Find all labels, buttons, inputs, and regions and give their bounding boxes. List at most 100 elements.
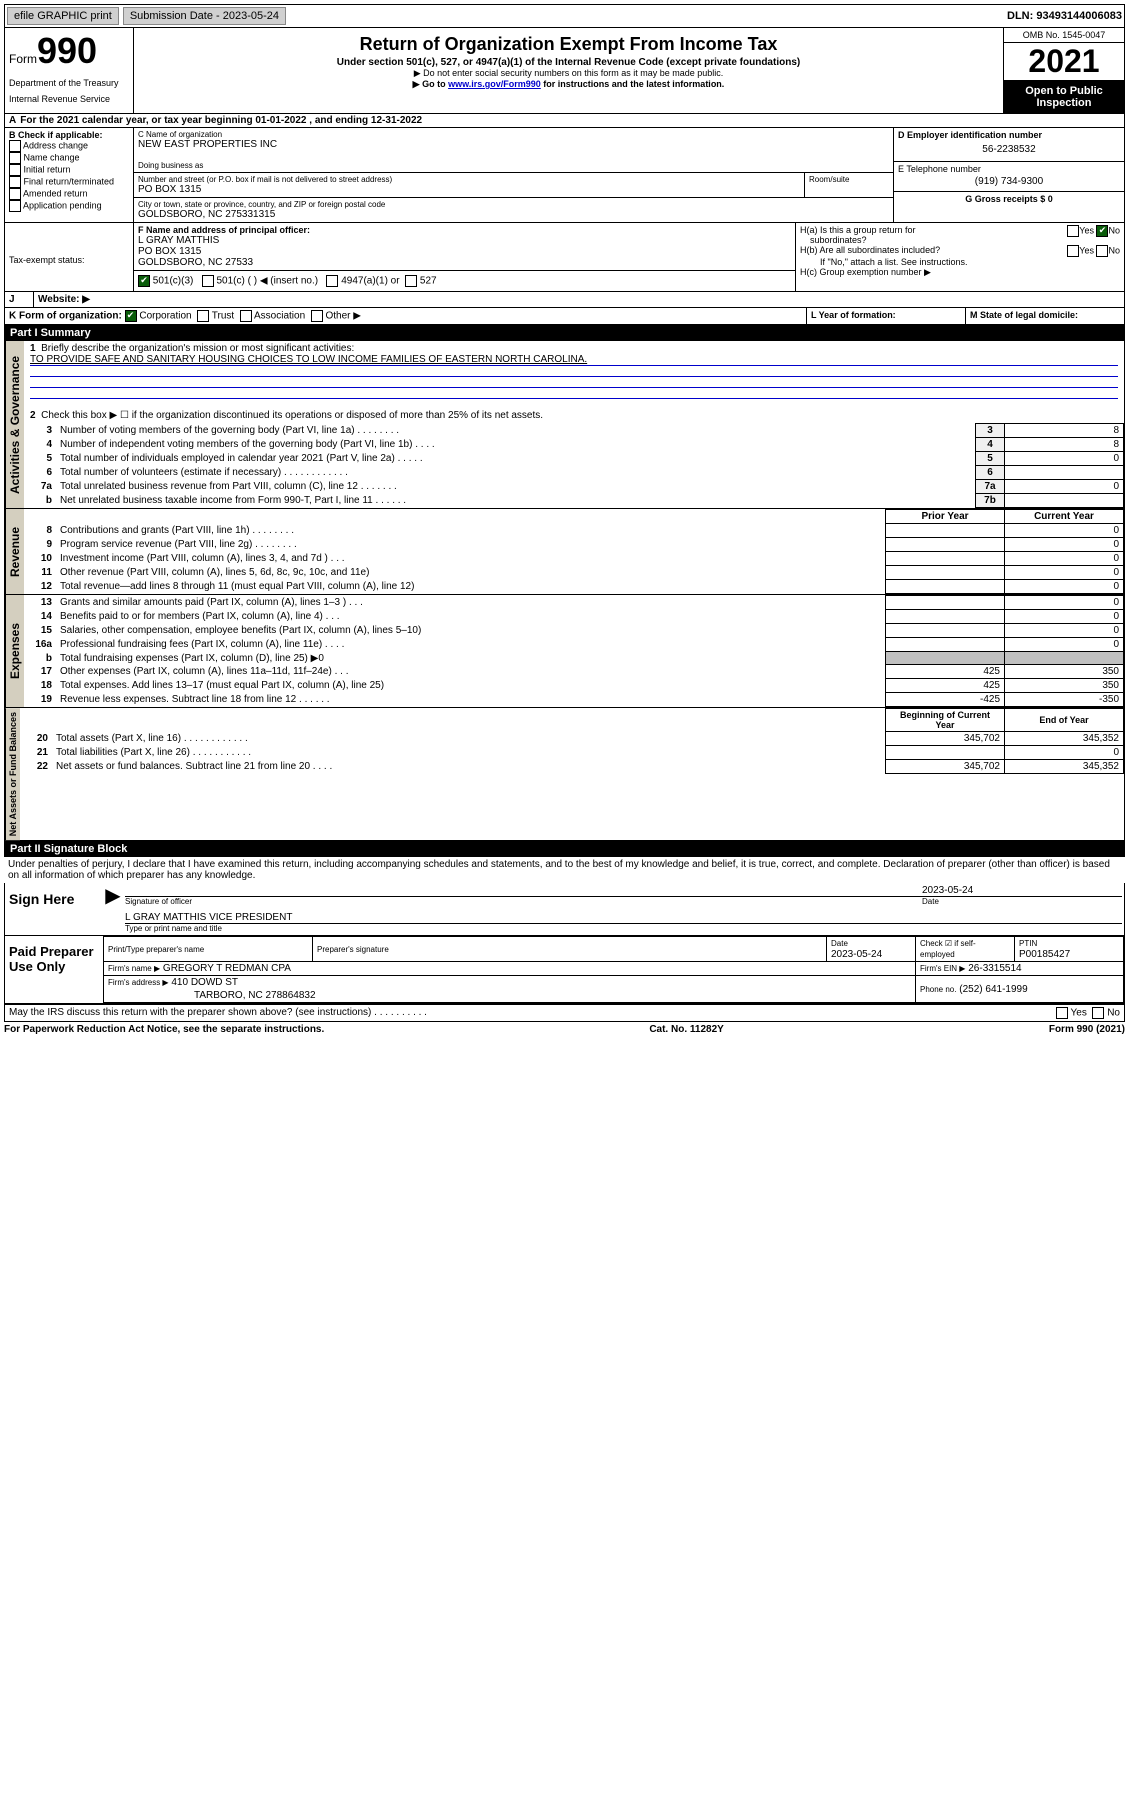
no-1: No xyxy=(1108,225,1120,235)
q1: Briefly describe the organization's miss… xyxy=(41,343,354,354)
b-opt-2: Initial return xyxy=(24,164,71,174)
assets-table: Beginning of Current Year End of Year20 … xyxy=(20,708,1124,774)
f-label: F Name and address of principal officer: xyxy=(138,225,791,235)
p-h2: Preparer's signature xyxy=(317,945,389,954)
phone-value: (919) 734-9300 xyxy=(898,174,1120,189)
addr-value: PO BOX 1315 xyxy=(138,184,800,195)
hb-label: H(b) Are all subordinates included? xyxy=(800,245,1067,257)
g-label: G Gross receipts $ 0 xyxy=(898,194,1120,204)
footer-right: Form 990 (2021) xyxy=(1049,1024,1125,1035)
b-opt-3: Final return/terminated xyxy=(24,176,115,186)
firm-name-label: Firm's name ▶ xyxy=(108,964,160,973)
sidebar-expenses: Expenses xyxy=(5,595,24,707)
yes-2: Yes xyxy=(1079,245,1094,255)
room-label: Room/suite xyxy=(809,175,889,184)
submission-date-button[interactable]: Submission Date - 2023-05-24 xyxy=(123,7,286,25)
no-2: No xyxy=(1108,245,1120,255)
i-o2: 501(c) ( ) ◀ (insert no.) xyxy=(216,276,318,287)
k-label: K Form of organization: xyxy=(9,311,122,322)
f-line1: L GRAY MATTHIS xyxy=(138,235,791,246)
hb-note: If "No," attach a list. See instructions… xyxy=(800,257,1120,267)
ha-label2: subordinates? xyxy=(810,235,867,245)
b-opt-0: Address change xyxy=(23,140,88,150)
footer-left: For Paperwork Reduction Act Notice, see … xyxy=(4,1024,324,1035)
note2-post: for instructions and the latest informat… xyxy=(541,79,725,89)
footer-mid: Cat. No. 11282Y xyxy=(649,1024,723,1035)
form-title: Return of Organization Exempt From Incom… xyxy=(138,34,999,55)
period-text: For the 2021 calendar year, or tax year … xyxy=(20,115,422,126)
p-h3v: 2023-05-24 xyxy=(831,949,882,960)
e-label: E Telephone number xyxy=(898,164,1120,174)
part-ii-header: Part II Signature Block xyxy=(4,841,1125,857)
firm-name: GREGORY T REDMAN CPA xyxy=(163,963,291,974)
firm-phone: (252) 641-1999 xyxy=(959,984,1027,995)
sidebar-governance: Activities & Governance xyxy=(5,341,24,508)
top-bar: efile GRAPHIC print Submission Date - 20… xyxy=(4,4,1125,28)
i-label: Tax-exempt status: xyxy=(9,255,129,265)
fh-row: Tax-exempt status: F Name and address of… xyxy=(4,223,1125,292)
p-h3: Date xyxy=(831,939,848,948)
mission-text: TO PROVIDE SAFE AND SANITARY HOUSING CHO… xyxy=(30,354,1118,366)
efile-print-button[interactable]: efile GRAPHIC print xyxy=(7,7,119,25)
form-word: Form xyxy=(9,52,37,66)
f-line3: GOLDSBORO, NC 27533 xyxy=(138,257,791,268)
i-o3: 4947(a)(1) or xyxy=(341,276,399,287)
tax-year: 2021 xyxy=(1004,43,1124,81)
hc-label: H(c) Group exemption number ▶ xyxy=(800,267,1120,278)
may-irs-row: May the IRS discuss this return with the… xyxy=(4,1005,1125,1022)
revenue-table: Prior Year Current Year8 Contributions a… xyxy=(24,509,1124,594)
j-label: Website: ▶ xyxy=(34,292,1124,307)
yes-3: Yes xyxy=(1071,1008,1087,1019)
section-b: B Check if applicable: Address change Na… xyxy=(5,128,134,222)
expenses-table: 13 Grants and similar amounts paid (Part… xyxy=(24,595,1124,707)
chk-501c3: ✔ xyxy=(138,275,150,287)
city-value: GOLDSBORO, NC 275331315 xyxy=(138,209,889,220)
bcdeg-row: B Check if applicable: Address change Na… xyxy=(4,128,1125,223)
section-h: H(a) Is this a group return for subordin… xyxy=(796,223,1124,291)
expenses-block: Expenses 13 Grants and similar amounts p… xyxy=(4,595,1125,708)
b-opt-5: Application pending xyxy=(23,200,102,210)
addr-label: Number and street (or P.O. box if mail i… xyxy=(138,175,800,184)
footer: For Paperwork Reduction Act Notice, see … xyxy=(4,1022,1125,1037)
name-title-label: Type or print name and title xyxy=(125,924,1122,933)
dept-label: Department of the Treasury xyxy=(9,78,129,88)
klm-row: K Form of organization: ✔ Corporation Tr… xyxy=(4,308,1125,325)
governance-table: 3 Number of voting members of the govern… xyxy=(24,423,1124,508)
assets-block: Net Assets or Fund Balances Beginning of… xyxy=(4,708,1125,841)
inspect-1: Open to Public xyxy=(1025,85,1103,97)
sign-date: 2023-05-24 xyxy=(922,885,1122,896)
section-c: C Name of organization NEW EAST PROPERTI… xyxy=(134,128,894,222)
part-i-header: Part I Summary xyxy=(4,325,1125,341)
ha-label: H(a) Is this a group return for xyxy=(800,225,916,235)
sidebar-revenue: Revenue xyxy=(5,509,24,594)
p-h5v: P00185427 xyxy=(1019,949,1070,960)
form-subtitle: Under section 501(c), 527, or 4947(a)(1)… xyxy=(138,57,999,68)
irs-label: Internal Revenue Service xyxy=(9,94,129,104)
sidebar-assets: Net Assets or Fund Balances xyxy=(5,708,20,840)
b-opt-1: Name change xyxy=(24,152,80,162)
firm-addr2: TARBORO, NC 278864832 xyxy=(104,989,916,1003)
may-irs-text: May the IRS discuss this return with the… xyxy=(9,1007,1056,1019)
m-label: M State of legal domicile: xyxy=(966,308,1124,324)
form990-link[interactable]: www.irs.gov/Form990 xyxy=(448,79,541,89)
i-o4: 527 xyxy=(420,276,437,287)
p-h1: Print/Type preparer's name xyxy=(108,945,204,954)
org-name: NEW EAST PROPERTIES INC xyxy=(138,139,889,150)
header-right: OMB No. 1545-0047 2021 Open to Public In… xyxy=(1003,28,1124,113)
section-k: K Form of organization: ✔ Corporation Tr… xyxy=(5,308,807,324)
j-row: J Website: ▶ xyxy=(4,292,1125,308)
note2-pre: ▶ Go to xyxy=(413,79,448,89)
no-3: No xyxy=(1107,1008,1120,1019)
f-and-i: F Name and address of principal officer:… xyxy=(134,223,796,291)
revenue-block: Revenue Prior Year Current Year8 Contrib… xyxy=(4,509,1125,595)
d-label: D Employer identification number xyxy=(898,130,1120,140)
i-area: Tax-exempt status: xyxy=(5,223,134,291)
ein-value: 56-2238532 xyxy=(898,140,1120,159)
section-deg: D Employer identification number 56-2238… xyxy=(894,128,1124,222)
form-number: 990 xyxy=(37,30,97,71)
k-o2: Trust xyxy=(212,311,234,322)
note-ssn: ▶ Do not enter social security numbers o… xyxy=(138,68,999,79)
inspect-2: Inspection xyxy=(1036,97,1091,109)
sign-here-label: Sign Here xyxy=(5,883,103,935)
form-header: Form990 Department of the Treasury Inter… xyxy=(4,28,1125,114)
